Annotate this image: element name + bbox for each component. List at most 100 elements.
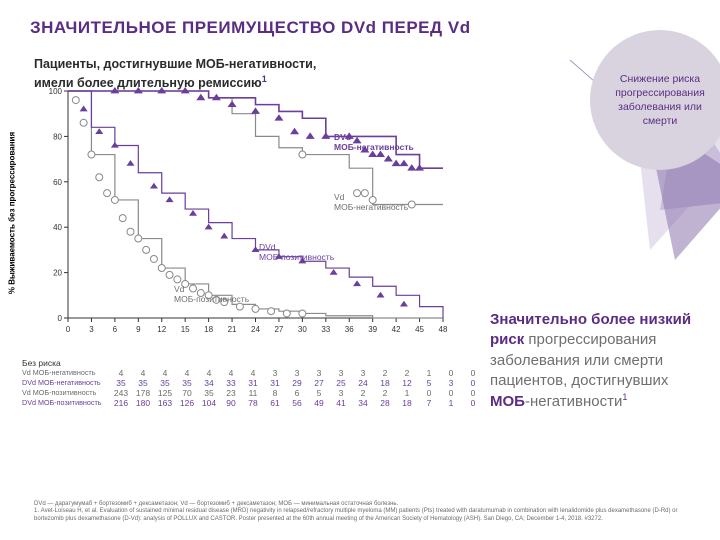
risk-cell: 163 [154, 398, 176, 408]
risk-cell: 3 [330, 368, 352, 378]
svg-text:12: 12 [157, 325, 166, 334]
risk-cell: 7 [418, 398, 440, 408]
risk-cell: 3 [352, 368, 374, 378]
risk-cell: 35 [110, 378, 132, 388]
risk-cell: 23 [220, 388, 242, 398]
svg-text:40: 40 [53, 223, 62, 232]
risk-cell: 35 [132, 378, 154, 388]
risk-cell: 180 [132, 398, 154, 408]
svg-text:42: 42 [392, 325, 401, 334]
subtitle-line1: Пациенты, достигнувшие МОБ-негативности, [34, 57, 316, 71]
svg-text:0: 0 [58, 314, 63, 323]
risk-cell: 12 [396, 378, 418, 388]
svg-text:45: 45 [415, 325, 424, 334]
risk-cell: 1 [440, 398, 462, 408]
svg-text:21: 21 [228, 325, 237, 334]
side-summary-mob: МОБ [490, 393, 525, 410]
risk-cell: 3 [440, 378, 462, 388]
risk-cell: 0 [462, 368, 484, 378]
svg-text:24: 24 [251, 325, 260, 334]
svg-text:36: 36 [345, 325, 354, 334]
risk-row-label: Vd МОБ-негативность [22, 368, 110, 378]
risk-cell: 4 [220, 368, 242, 378]
superscript-ref-2: 1 [622, 392, 627, 402]
risk-cell: 125 [154, 388, 176, 398]
risk-cell: 4 [132, 368, 154, 378]
risk-cell: 6 [286, 388, 308, 398]
risk-cell: 61 [264, 398, 286, 408]
risk-cell: 3 [286, 368, 308, 378]
risk-cell: 34 [198, 378, 220, 388]
risk-cell: 1 [396, 388, 418, 398]
svg-text:15: 15 [181, 325, 190, 334]
svg-text:33: 33 [321, 325, 330, 334]
risk-cell: 90 [220, 398, 242, 408]
risk-cell: 4 [154, 368, 176, 378]
risk-cell: 104 [198, 398, 220, 408]
highlight-circle: Снижение риска прогрессирования заболева… [590, 30, 720, 170]
risk-cell: 0 [440, 388, 462, 398]
risk-cell: 11 [242, 388, 264, 398]
risk-cell: 28 [374, 398, 396, 408]
risk-cell: 1 [418, 368, 440, 378]
legend-dvd-neg: DVdМОБ-негативность [334, 133, 414, 153]
svg-text:60: 60 [53, 178, 62, 187]
risk-cell: 8 [264, 388, 286, 398]
svg-text:30: 30 [298, 325, 307, 334]
risk-row-label: DVd МОБ-негативность [22, 378, 110, 388]
risk-cell: 5 [308, 388, 330, 398]
svg-text:18: 18 [204, 325, 213, 334]
risk-cell: 31 [242, 378, 264, 388]
risk-cell: 35 [176, 378, 198, 388]
risk-cell: 0 [462, 398, 484, 408]
side-summary: Значительно более низкий риск прогрессир… [490, 310, 700, 412]
risk-cell: 0 [440, 368, 462, 378]
risk-cell: 3 [264, 368, 286, 378]
risk-cell: 18 [374, 378, 396, 388]
page-title: ЗНАЧИТЕЛЬНОЕ ПРЕИМУЩЕСТВО DVd ПЕРЕД Vd [30, 18, 471, 38]
risk-cell: 24 [352, 378, 374, 388]
risk-cell: 41 [330, 398, 352, 408]
risk-cell: 216 [110, 398, 132, 408]
svg-text:9: 9 [136, 325, 141, 334]
svg-text:0: 0 [66, 325, 71, 334]
risk-cell: 25 [330, 378, 352, 388]
risk-cell: 29 [286, 378, 308, 388]
superscript-ref: 1 [262, 74, 267, 84]
risk-cell: 3 [308, 368, 330, 378]
svg-text:6: 6 [113, 325, 118, 334]
risk-cell: 5 [418, 378, 440, 388]
risk-cell: 70 [176, 388, 198, 398]
footnote: DVd — даратумумаб + бортезомиб + дексаме… [34, 501, 700, 524]
svg-text:100: 100 [49, 87, 63, 96]
risk-cell: 4 [110, 368, 132, 378]
risk-row-label: DVd МОБ-позитивность [22, 398, 110, 408]
risk-cell: 31 [264, 378, 286, 388]
risk-cell: 18 [396, 398, 418, 408]
numbers-at-risk-table: Без риска Vd МОБ-негативность44444443333… [22, 358, 484, 408]
risk-cell: 2 [374, 388, 396, 398]
risk-cell: 33 [220, 378, 242, 388]
legend-dvd-pos: DVdМОБ-позитивность [259, 243, 334, 263]
risk-cell: 0 [462, 378, 484, 388]
y-axis-label: % Выживаемость без прогрессирования [8, 131, 17, 293]
risk-cell: 27 [308, 378, 330, 388]
side-summary-tail: -негативности [525, 393, 622, 410]
legend-vd-neg: VdМОБ-негативность [334, 193, 408, 213]
risk-cell: 0 [462, 388, 484, 398]
risk-cell: 35 [198, 388, 220, 398]
risk-cell: 78 [242, 398, 264, 408]
risk-cell: 34 [352, 398, 374, 408]
risk-cell: 3 [330, 388, 352, 398]
highlight-circle-text: Снижение риска прогрессирования заболева… [590, 72, 720, 129]
risk-row-label: Vd МОБ-позитивность [22, 388, 110, 398]
svg-text:80: 80 [53, 132, 62, 141]
risk-cell: 126 [176, 398, 198, 408]
svg-text:39: 39 [368, 325, 377, 334]
risk-cell: 178 [132, 388, 154, 398]
risk-cell: 4 [198, 368, 220, 378]
svg-text:20: 20 [53, 269, 62, 278]
svg-text:48: 48 [439, 325, 448, 334]
svg-text:27: 27 [274, 325, 283, 334]
risk-table-header: Без риска [22, 358, 484, 368]
